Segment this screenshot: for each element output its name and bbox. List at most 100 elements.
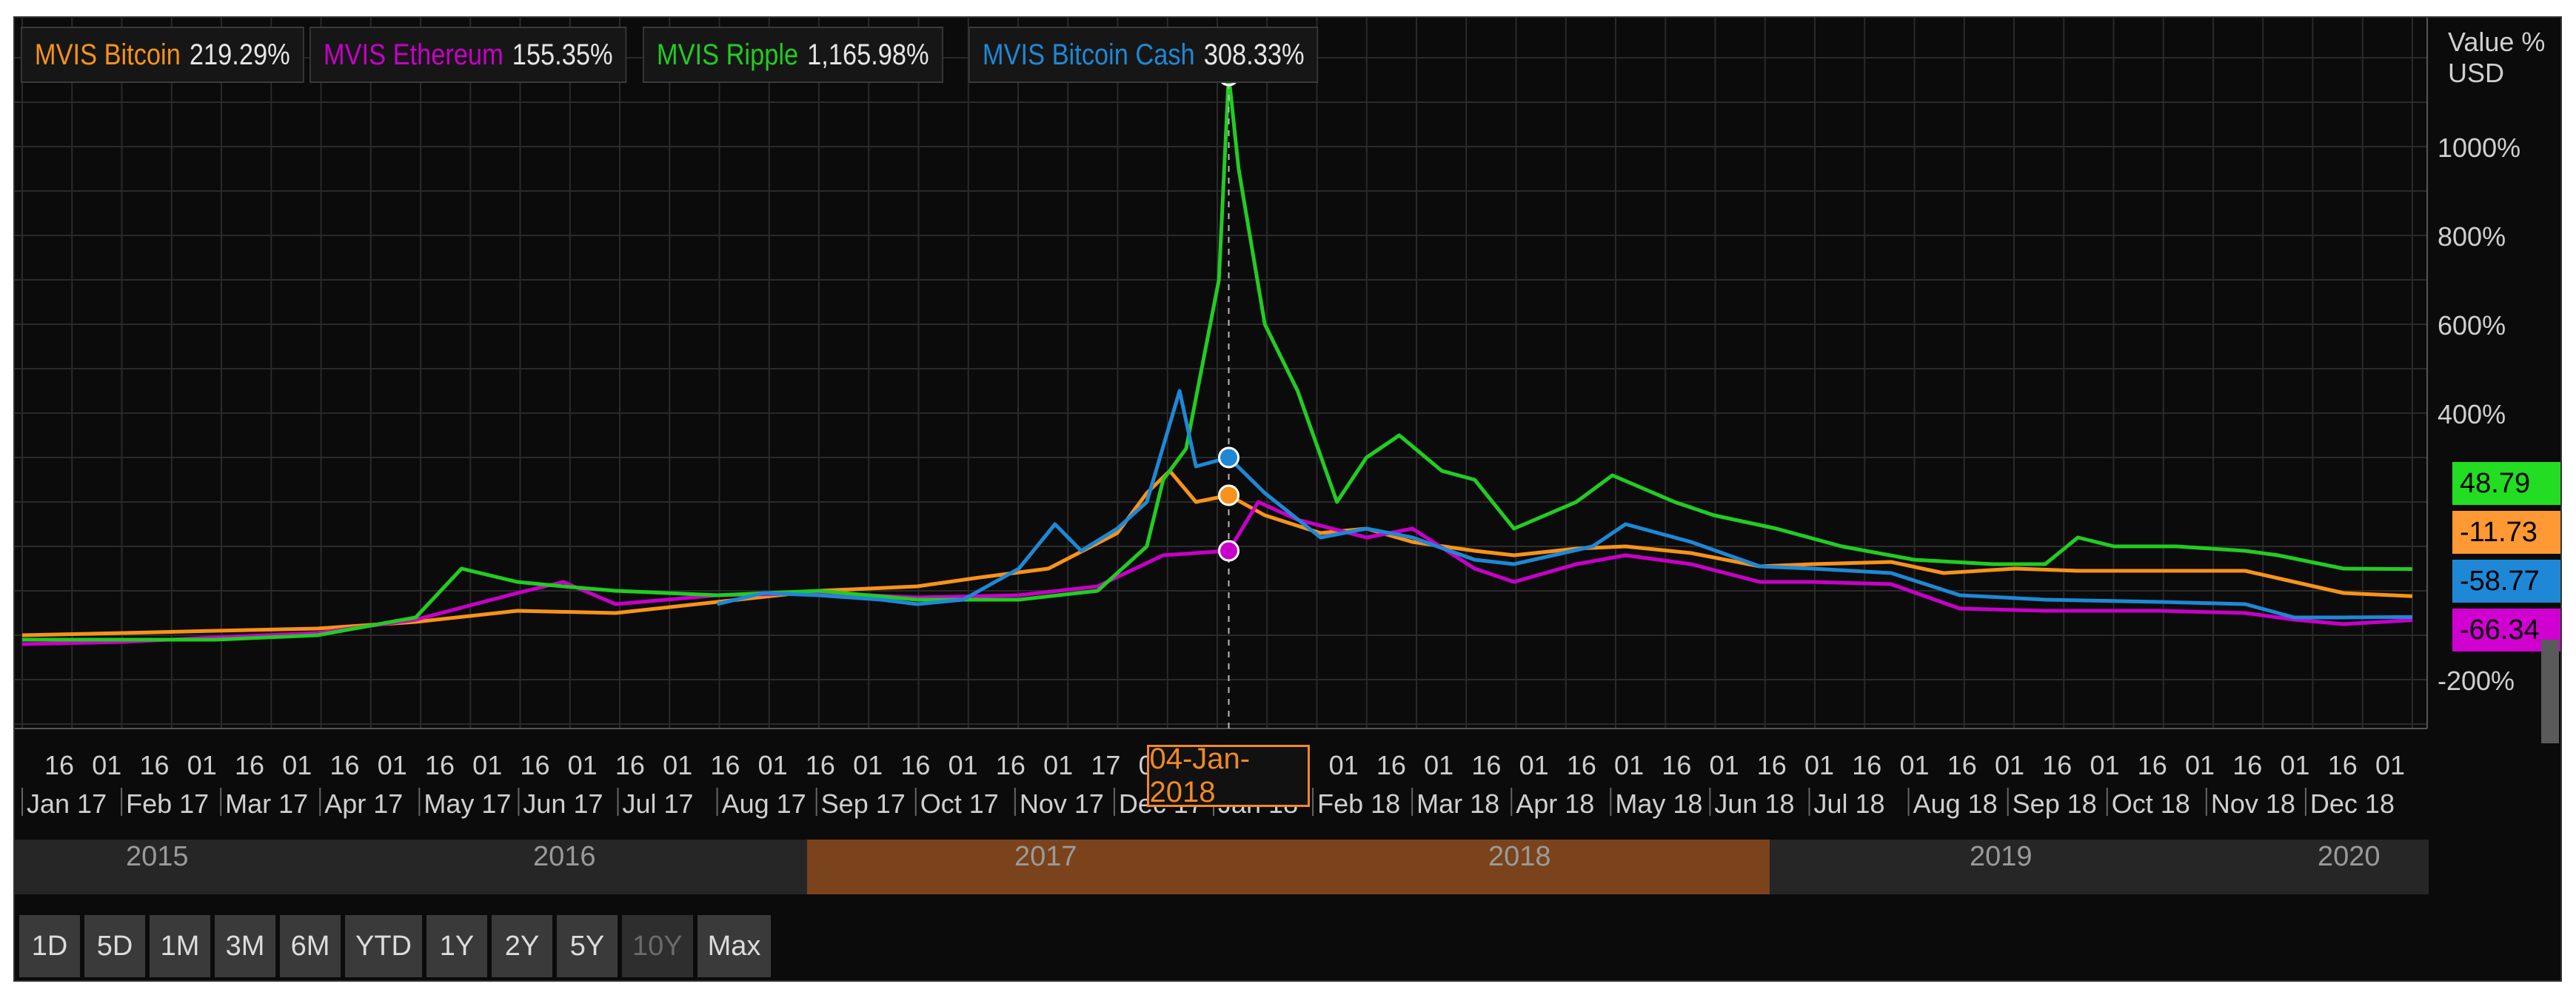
range-button-1d[interactable]: 1D xyxy=(19,915,80,977)
legend-item[interactable]: MVIS Ripple 1,165.98% xyxy=(643,27,943,83)
range-button-2y[interactable]: 2Y xyxy=(492,915,552,977)
x-tick-label: 01 xyxy=(282,750,312,780)
x-tick-label: 16 xyxy=(2042,750,2072,780)
x-tick-label: 01 xyxy=(187,750,217,780)
x-month-label: Jan 17 xyxy=(27,788,107,819)
x-tick-label: 16 xyxy=(139,750,169,780)
x-tick-label: 16 xyxy=(520,750,549,780)
range-button-1y[interactable]: 1Y xyxy=(426,915,487,977)
x-month-label: Oct 18 xyxy=(2112,788,2190,819)
x-month-label: Jun 18 xyxy=(1714,788,1794,819)
x-tick-label: 01 xyxy=(1900,750,1930,780)
y-tick-label: 1000% xyxy=(2438,133,2520,163)
x-month-label: Jul 18 xyxy=(1814,788,1885,819)
legend-series-name: MVIS Bitcoin xyxy=(34,38,181,71)
legend-series-value: 308.33% xyxy=(1203,38,1305,71)
navigator-year-label: 2020 xyxy=(2318,841,2381,872)
x-month-label: Jun 17 xyxy=(523,788,603,819)
range-button-3m[interactable]: 3M xyxy=(215,915,275,977)
navigator-year-label: 2016 xyxy=(533,841,596,872)
x-tick-label: 01 xyxy=(1995,750,2024,780)
x-month-label: Jul 17 xyxy=(623,788,694,819)
x-tick-label: 17 xyxy=(1091,750,1120,780)
x-tick-label: 01 xyxy=(472,750,502,780)
x-tick-label: 16 xyxy=(2328,750,2358,780)
legend-series-value: 1,165.98% xyxy=(807,38,929,71)
x-month-label: Mar 18 xyxy=(1416,788,1499,819)
x-tick-label: 16 xyxy=(425,750,455,780)
last-value-tag: -58.77 xyxy=(2452,560,2560,603)
scrollbar-thumb[interactable] xyxy=(2541,640,2559,743)
range-button-10y: 10Y xyxy=(622,915,693,977)
x-tick-label: 16 xyxy=(615,750,645,780)
axis-unit-line: USD xyxy=(2448,58,2505,88)
legend-item[interactable]: MVIS Bitcoin 219.29% xyxy=(21,27,304,83)
legend-series-name: MVIS Bitcoin Cash xyxy=(982,38,1195,71)
x-tick-label: 16 xyxy=(235,750,264,780)
range-button-max[interactable]: Max xyxy=(697,915,772,977)
x-month-label: Nov 17 xyxy=(1020,788,1104,819)
x-month-label: Mar 17 xyxy=(225,788,308,819)
range-button-1m[interactable]: 1M xyxy=(150,915,210,977)
x-tick-label: 01 xyxy=(758,750,788,780)
x-tick-label: 01 xyxy=(92,750,121,780)
x-tick-label: 16 xyxy=(1376,750,1406,780)
crosshair-date-label: 04-Jan-2018 xyxy=(1147,743,1311,808)
x-tick-label: 01 xyxy=(1710,750,1739,780)
x-tick-label: 16 xyxy=(996,750,1026,780)
x-tick-label: 01 xyxy=(2280,750,2309,780)
x-month-label: Aug 18 xyxy=(1913,788,1998,819)
legend-item[interactable]: MVIS Ethereum 155.35% xyxy=(310,27,627,83)
x-month-label: May 17 xyxy=(424,788,511,819)
x-month-label: Nov 18 xyxy=(2211,788,2295,819)
legend-item[interactable]: MVIS Bitcoin Cash 308.33% xyxy=(968,27,1319,83)
line-chart[interactable]: -200% 400% 600% 800% 1000% 16 01 16 01 16 01 16 01 16… xyxy=(15,18,2562,982)
chart-panel: -200% 400% 600% 800% 1000% 16 01 16 01 16 01 16 01 16… xyxy=(13,16,2562,982)
x-tick-label: 01 xyxy=(949,750,978,780)
x-month-label: Sep 17 xyxy=(821,788,906,819)
crosshair-marker xyxy=(1217,446,1240,469)
x-month-label: Apr 17 xyxy=(324,788,403,819)
x-tick-label: 16 xyxy=(329,750,359,780)
legend-series-value: 219.29% xyxy=(189,38,290,71)
x-tick-label: 01 xyxy=(568,750,598,780)
x-tick-label: 16 xyxy=(1852,750,1881,780)
navigator-year-label: 2018 xyxy=(1488,841,1551,872)
x-tick-label: 16 xyxy=(900,750,930,780)
x-tick-label: 16 xyxy=(806,750,835,780)
legend-series-value: 155.35% xyxy=(512,38,613,71)
last-value-tag: -66.34 xyxy=(2452,609,2560,652)
series-line xyxy=(22,73,2413,642)
x-month-label: Feb 17 xyxy=(126,788,209,819)
x-month-label: Oct 17 xyxy=(920,788,999,819)
range-button-6m[interactable]: 6M xyxy=(280,915,341,977)
crosshair-marker xyxy=(1217,484,1240,506)
x-tick-label: 01 xyxy=(2375,750,2405,780)
x-month-label: Aug 17 xyxy=(722,788,806,819)
x-tick-label: 16 xyxy=(1947,750,1977,780)
navigator-year-label: 2017 xyxy=(1014,841,1077,872)
y-tick-label: 600% xyxy=(2438,310,2506,341)
y-tick-label: 800% xyxy=(2438,221,2506,252)
x-tick-label: 01 xyxy=(853,750,883,780)
x-tick-label: 01 xyxy=(1043,750,1073,780)
x-tick-label: 16 xyxy=(1662,750,1691,780)
range-buttons: 1D 5D 1M 3M 6M YTD 1Y 2Y 5Y 10Y Max xyxy=(19,915,775,977)
range-button-ytd[interactable]: YTD xyxy=(345,915,422,977)
axis-unit-label: Value % USD xyxy=(2448,27,2552,89)
x-tick-label: 01 xyxy=(663,750,692,780)
x-tick-label: 01 xyxy=(1329,750,1359,780)
x-tick-label: 01 xyxy=(1614,750,1644,780)
series-line xyxy=(21,500,2413,646)
axis-unit-line: Value % xyxy=(2448,27,2546,57)
navigator-selection[interactable] xyxy=(807,840,1770,894)
range-button-5d[interactable]: 5D xyxy=(84,915,145,977)
last-value-tag: -11.73 xyxy=(2452,511,2560,554)
x-month-label: Feb 18 xyxy=(1317,788,1400,819)
x-tick-label: 01 xyxy=(378,750,407,780)
y-tick-label: -200% xyxy=(2438,666,2515,696)
legend-series-name: MVIS Ethereum xyxy=(323,38,504,71)
y-tick-label: 400% xyxy=(2438,399,2506,429)
range-button-5y[interactable]: 5Y xyxy=(557,915,618,977)
x-tick-label: 01 xyxy=(2090,750,2120,780)
